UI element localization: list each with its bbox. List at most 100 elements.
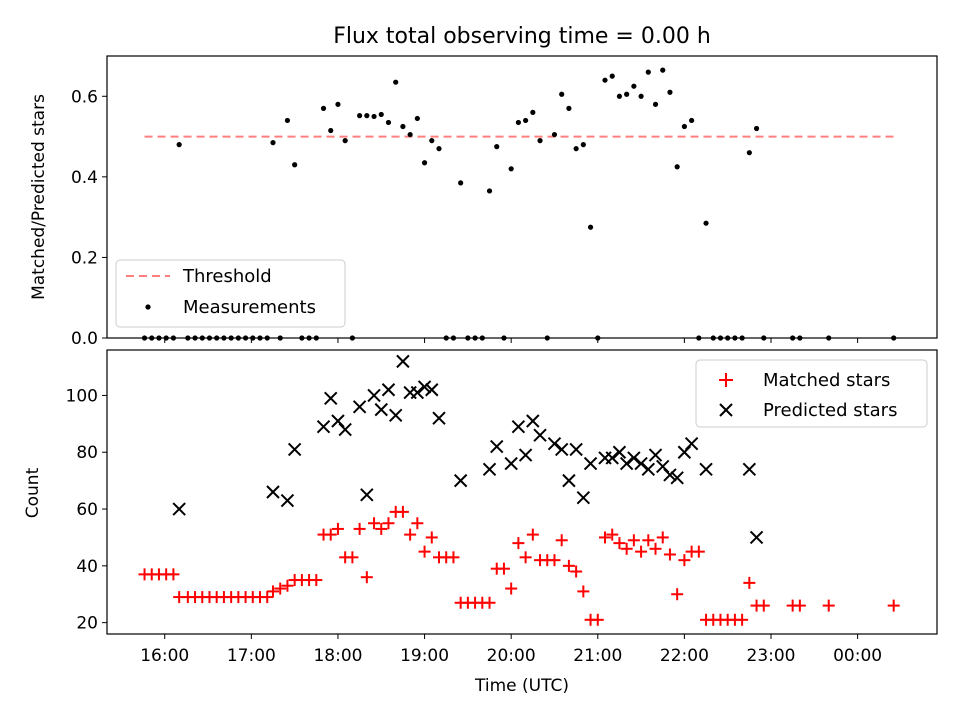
predicted-star-point <box>388 408 403 423</box>
legend-measurements-label: Measurements <box>183 297 316 318</box>
legend-matched-label: Matched stars <box>763 370 890 391</box>
y-tick-label: 20 <box>76 614 98 634</box>
measurement-point <box>429 138 435 144</box>
measurement-point <box>624 91 630 97</box>
predicted-star-point <box>583 456 598 471</box>
matched-star-point <box>736 613 749 626</box>
matched-star-point <box>555 534 568 547</box>
matched-star-point <box>425 531 438 544</box>
measurement-point <box>176 142 182 148</box>
predicted-star-point <box>425 383 439 397</box>
top-axes-frame <box>106 55 938 339</box>
x-tick-label: 21:00 <box>573 646 622 666</box>
measurement-point <box>371 113 377 120</box>
legend-matched-swatch <box>719 373 733 387</box>
measurement-point <box>652 101 659 107</box>
matched-star-point <box>368 517 381 530</box>
measurement-point <box>414 115 420 122</box>
matched-star-point <box>649 542 662 555</box>
predicted-star-point <box>396 354 410 369</box>
measurement-point <box>494 144 500 150</box>
predicted-star-point <box>432 411 446 425</box>
measurement-point <box>674 164 680 170</box>
matched-star-point <box>570 565 583 578</box>
matched-star-point <box>483 596 496 609</box>
x-tick-label: 23:00 <box>747 646 796 666</box>
measurement-point <box>753 125 760 132</box>
matched-star-point <box>310 574 323 587</box>
predicted-star-point <box>490 439 504 454</box>
measurement-point <box>270 140 276 146</box>
predicted-star-point <box>569 442 583 457</box>
matched-star-point <box>656 531 669 544</box>
y-tick-label: 0.6 <box>71 87 98 107</box>
predicted-star-point <box>410 385 425 400</box>
measurement-point <box>515 119 521 126</box>
x-tick-label: 19:00 <box>400 646 449 666</box>
matched-star-point <box>497 562 510 575</box>
predicted-star-point <box>453 473 468 488</box>
predicted-star-point <box>699 462 713 476</box>
predicted-star-point <box>605 451 619 465</box>
matched-star-point <box>261 591 274 604</box>
predicted-star-point <box>482 462 497 476</box>
matched-star-point <box>793 599 806 612</box>
predicted-star-point <box>316 419 331 434</box>
matched-star-point <box>642 534 655 547</box>
matched-star-point <box>606 528 619 541</box>
measurement-point <box>638 93 644 99</box>
measurement-point <box>335 101 341 107</box>
measurement-point <box>364 113 370 119</box>
matched-star-point <box>375 522 388 535</box>
predicted-star-point <box>374 402 388 417</box>
predicted-star-point <box>533 428 547 442</box>
measurement-point <box>537 138 543 144</box>
predicted-star-point <box>547 437 562 451</box>
matched-star-point <box>562 559 575 572</box>
predicted-star-point <box>612 445 627 459</box>
legend-measurements-swatch <box>145 304 151 310</box>
matched-star-point <box>331 522 344 535</box>
predicted-star-point <box>324 391 338 405</box>
matched-star-point <box>447 551 460 564</box>
matched-star-point <box>360 571 373 584</box>
measurement-point <box>602 77 608 83</box>
predicted-star-point <box>367 388 381 403</box>
y-tick-label: 0.4 <box>71 168 98 188</box>
top-x-ticks <box>164 338 859 343</box>
matched-star-point <box>887 599 900 612</box>
measurement-point <box>357 113 363 119</box>
measurement-point <box>631 83 637 89</box>
matched-star-point <box>635 545 648 558</box>
measurement-point <box>320 105 327 111</box>
measurement-point <box>328 127 334 134</box>
matched-star-point <box>663 548 676 561</box>
measurement-point <box>378 111 384 118</box>
matched-star-point <box>418 545 431 558</box>
predicted-star-point <box>648 448 663 462</box>
matched-star-point <box>548 554 561 567</box>
predicted-star-point <box>338 422 352 437</box>
predicted-star-point <box>280 493 295 508</box>
measurement-point <box>689 117 695 124</box>
predicted-star-point <box>619 456 634 471</box>
matched-star-point <box>692 545 705 558</box>
predicted-star-point <box>287 442 302 457</box>
bottom-x-ticks: 16:00 17:00 18:00 19:00 20:00 21:00 22:00 23:00… <box>140 634 882 666</box>
measurement-point <box>523 117 529 124</box>
measurement-point <box>385 119 392 126</box>
matched-star-point <box>382 517 395 530</box>
legend-predicted-swatch <box>719 403 733 417</box>
top-legend: Threshold Measurements <box>115 259 346 328</box>
measurement-point <box>580 142 586 148</box>
y-tick-label: 0.2 <box>71 248 98 268</box>
measurement-point <box>681 123 687 130</box>
matched-star-point <box>613 537 626 550</box>
y-tick-label: 0.0 <box>71 329 98 349</box>
x-tick-label: 20:00 <box>487 646 536 666</box>
predicted-star-point <box>172 502 186 516</box>
x-tick-label: 00:00 <box>833 646 882 666</box>
matched-star-point <box>599 531 611 544</box>
measurement-point <box>292 162 298 168</box>
measurement-point <box>746 150 752 156</box>
